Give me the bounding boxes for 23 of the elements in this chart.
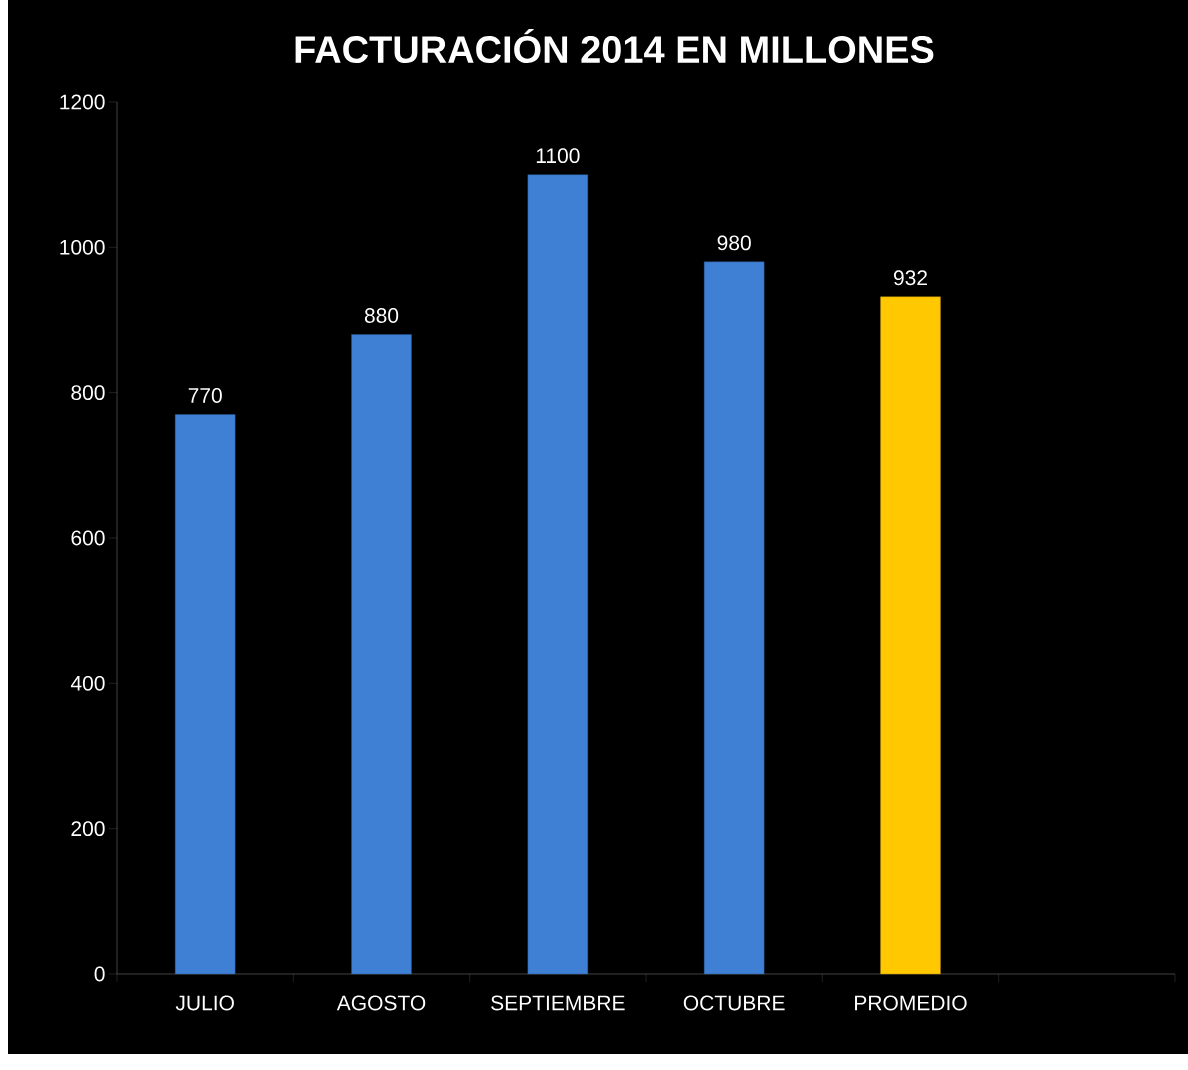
y-tick-label: 0 (94, 966, 105, 982)
data-label: 1100 (536, 148, 580, 164)
y-tick-label: 600 (71, 530, 105, 546)
bar (175, 414, 236, 975)
x-tick-label: AGOSTO (336, 995, 426, 1011)
bar (351, 334, 412, 975)
data-label: 980 (717, 235, 751, 251)
data-label: 932 (893, 270, 927, 286)
y-tick-label: 200 (71, 821, 105, 837)
x-tick-label: PROMEDIO (855, 995, 967, 1011)
data-label: 770 (188, 388, 222, 403)
bar (880, 296, 941, 975)
data-label: 880 (364, 308, 399, 323)
bar (527, 174, 589, 975)
y-tick-label: 1200 (60, 94, 105, 110)
bar (703, 261, 765, 975)
y-tick-label: 400 (70, 675, 105, 691)
x-tick-label: OCTUBRE (683, 995, 785, 1011)
y-tick-label: 1000 (60, 239, 105, 255)
y-tick-label: 800 (71, 385, 105, 401)
x-tick-label: JULIO (175, 995, 234, 1011)
x-tick-label: SEPTIEMBRE (491, 995, 625, 1011)
chart-title: FACTURACIÓN 2014 EN MILLONES (295, 28, 934, 64)
